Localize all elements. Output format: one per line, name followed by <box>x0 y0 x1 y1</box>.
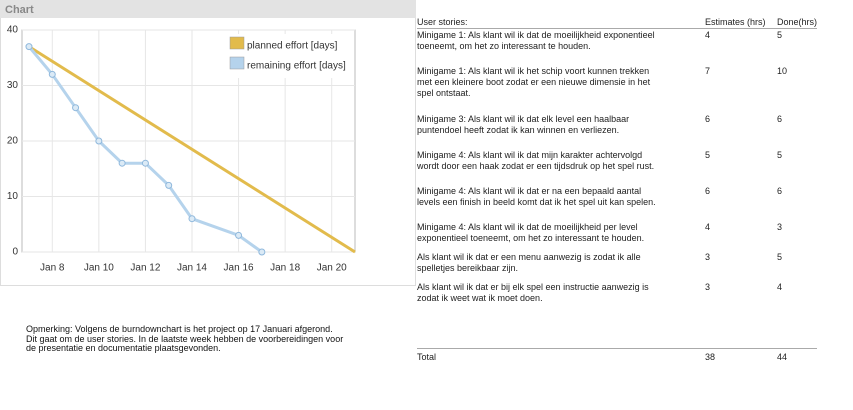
number-cell: 3 <box>777 222 783 232</box>
number-cell: 6 <box>705 186 711 196</box>
number-cell: 5 <box>777 150 783 160</box>
total-cell: Total <box>417 352 437 362</box>
story-cell: Als klant wil ik dat er bij elk spel een… <box>417 282 649 303</box>
y-tick-label: 0 <box>12 247 18 258</box>
legend-swatch <box>229 36 245 50</box>
note-line: Opmerking: Volgens de burndownchart is h… <box>26 324 333 334</box>
legend-swatch <box>229 56 245 70</box>
y-tick-label: 40 <box>7 25 19 36</box>
story-cell: Als klant wil ik dat er een menu aanwezi… <box>417 252 641 273</box>
number-cell: 6 <box>777 186 783 196</box>
legend-label: planned effort [days] <box>247 41 338 52</box>
point <box>48 70 56 78</box>
number-cell: 3 <box>705 252 711 262</box>
point <box>258 248 266 256</box>
story-cell: Minigame 1: Als klant wil ik het schip v… <box>417 66 651 98</box>
x-tick-label: Jan 14 <box>177 263 207 274</box>
legend-label: remaining effort [days] <box>247 61 346 72</box>
x-tick-label: Jan 8 <box>40 263 65 274</box>
x-tick-label: Jan 10 <box>84 263 114 274</box>
number-cell: 4 <box>705 30 711 40</box>
y-tick-label: 10 <box>7 191 19 202</box>
total-cell: 38 <box>705 352 716 362</box>
story-cell: Minigame 4: Als klant wil ik dat mijn ka… <box>417 150 655 171</box>
header-rule <box>417 28 817 29</box>
total-cell: 44 <box>777 352 788 362</box>
number-cell: 4 <box>705 222 711 232</box>
x-tick-label: Jan 16 <box>224 263 254 274</box>
series-line <box>28 45 356 254</box>
table-header: Estimates (hrs) <box>705 17 766 27</box>
point <box>25 43 33 51</box>
number-cell: 6 <box>777 114 783 124</box>
point <box>165 181 173 189</box>
number-cell: 5 <box>777 30 783 40</box>
number-cell: 4 <box>777 282 783 292</box>
note-line: Dit gaat om de user stories. In de laats… <box>26 333 344 344</box>
point <box>141 159 149 167</box>
story-cell: Minigame 1: Als klant wil ik dat de moei… <box>417 30 655 51</box>
story-cell: Minigame 4: Als klant wil ik dat de moei… <box>417 222 645 243</box>
x-tick-label: Jan 18 <box>270 263 300 274</box>
point <box>118 159 126 167</box>
chart: Chart 0 10 20 30 40 Jan 8 Jan 10 Jan 12 Jan 14 Ja… <box>0 0 416 286</box>
table-header: User stories: <box>417 17 468 27</box>
series-line <box>27 45 263 254</box>
table-header: Done(hrs) <box>777 17 818 27</box>
number-cell: 6 <box>705 114 711 124</box>
point <box>72 104 80 112</box>
point <box>188 215 196 223</box>
total-rule <box>417 348 817 349</box>
story-cell: Minigame 3: Als klant wil ik dat elk lev… <box>417 114 630 135</box>
number-cell: 5 <box>705 150 711 160</box>
note-line: de presentatie en documentatie plaatsgev… <box>26 343 221 353</box>
number-cell: 10 <box>777 66 788 76</box>
x-tick-label: Jan 12 <box>130 263 160 274</box>
number-cell: 7 <box>705 66 711 76</box>
y-tick-label: 20 <box>7 136 19 147</box>
point <box>95 137 103 145</box>
story-cell: Minigame 4: Als klant wil ik dat er na e… <box>417 186 656 207</box>
number-cell: 3 <box>705 282 711 292</box>
panel-header <box>0 0 416 18</box>
number-cell: 5 <box>777 252 783 262</box>
x-tick-label: Jan 20 <box>317 263 347 274</box>
point <box>235 231 243 239</box>
y-tick-label: 30 <box>7 80 19 91</box>
panel-title: Chart <box>5 4 34 16</box>
legend <box>226 34 354 78</box>
